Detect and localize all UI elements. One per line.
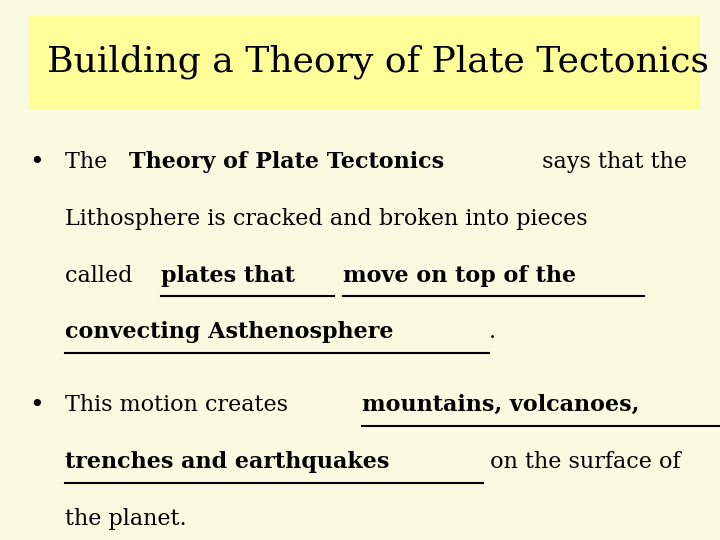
Text: on the surface of: on the surface of (483, 451, 681, 473)
Text: The: The (65, 151, 114, 173)
Text: •: • (29, 394, 43, 417)
Text: Theory of Plate Tectonics: Theory of Plate Tectonics (128, 151, 444, 173)
Text: .: . (489, 321, 496, 343)
Text: convecting Asthenosphere: convecting Asthenosphere (65, 321, 393, 343)
Text: •: • (29, 151, 43, 174)
Text: the planet.: the planet. (65, 508, 186, 530)
FancyBboxPatch shape (29, 16, 698, 108)
Text: plates that: plates that (161, 265, 295, 287)
Text: called: called (65, 265, 140, 287)
Text: says that the: says that the (535, 151, 687, 173)
Text: move on top of the: move on top of the (343, 265, 576, 287)
Text: Lithosphere is cracked and broken into pieces: Lithosphere is cracked and broken into p… (65, 208, 588, 230)
Text: trenches and earthquakes: trenches and earthquakes (65, 451, 390, 473)
Text: mountains, volcanoes,: mountains, volcanoes, (361, 394, 639, 416)
Text: Building a Theory of Plate Tectonics: Building a Theory of Plate Tectonics (47, 45, 708, 79)
Text: This motion creates: This motion creates (65, 394, 295, 416)
